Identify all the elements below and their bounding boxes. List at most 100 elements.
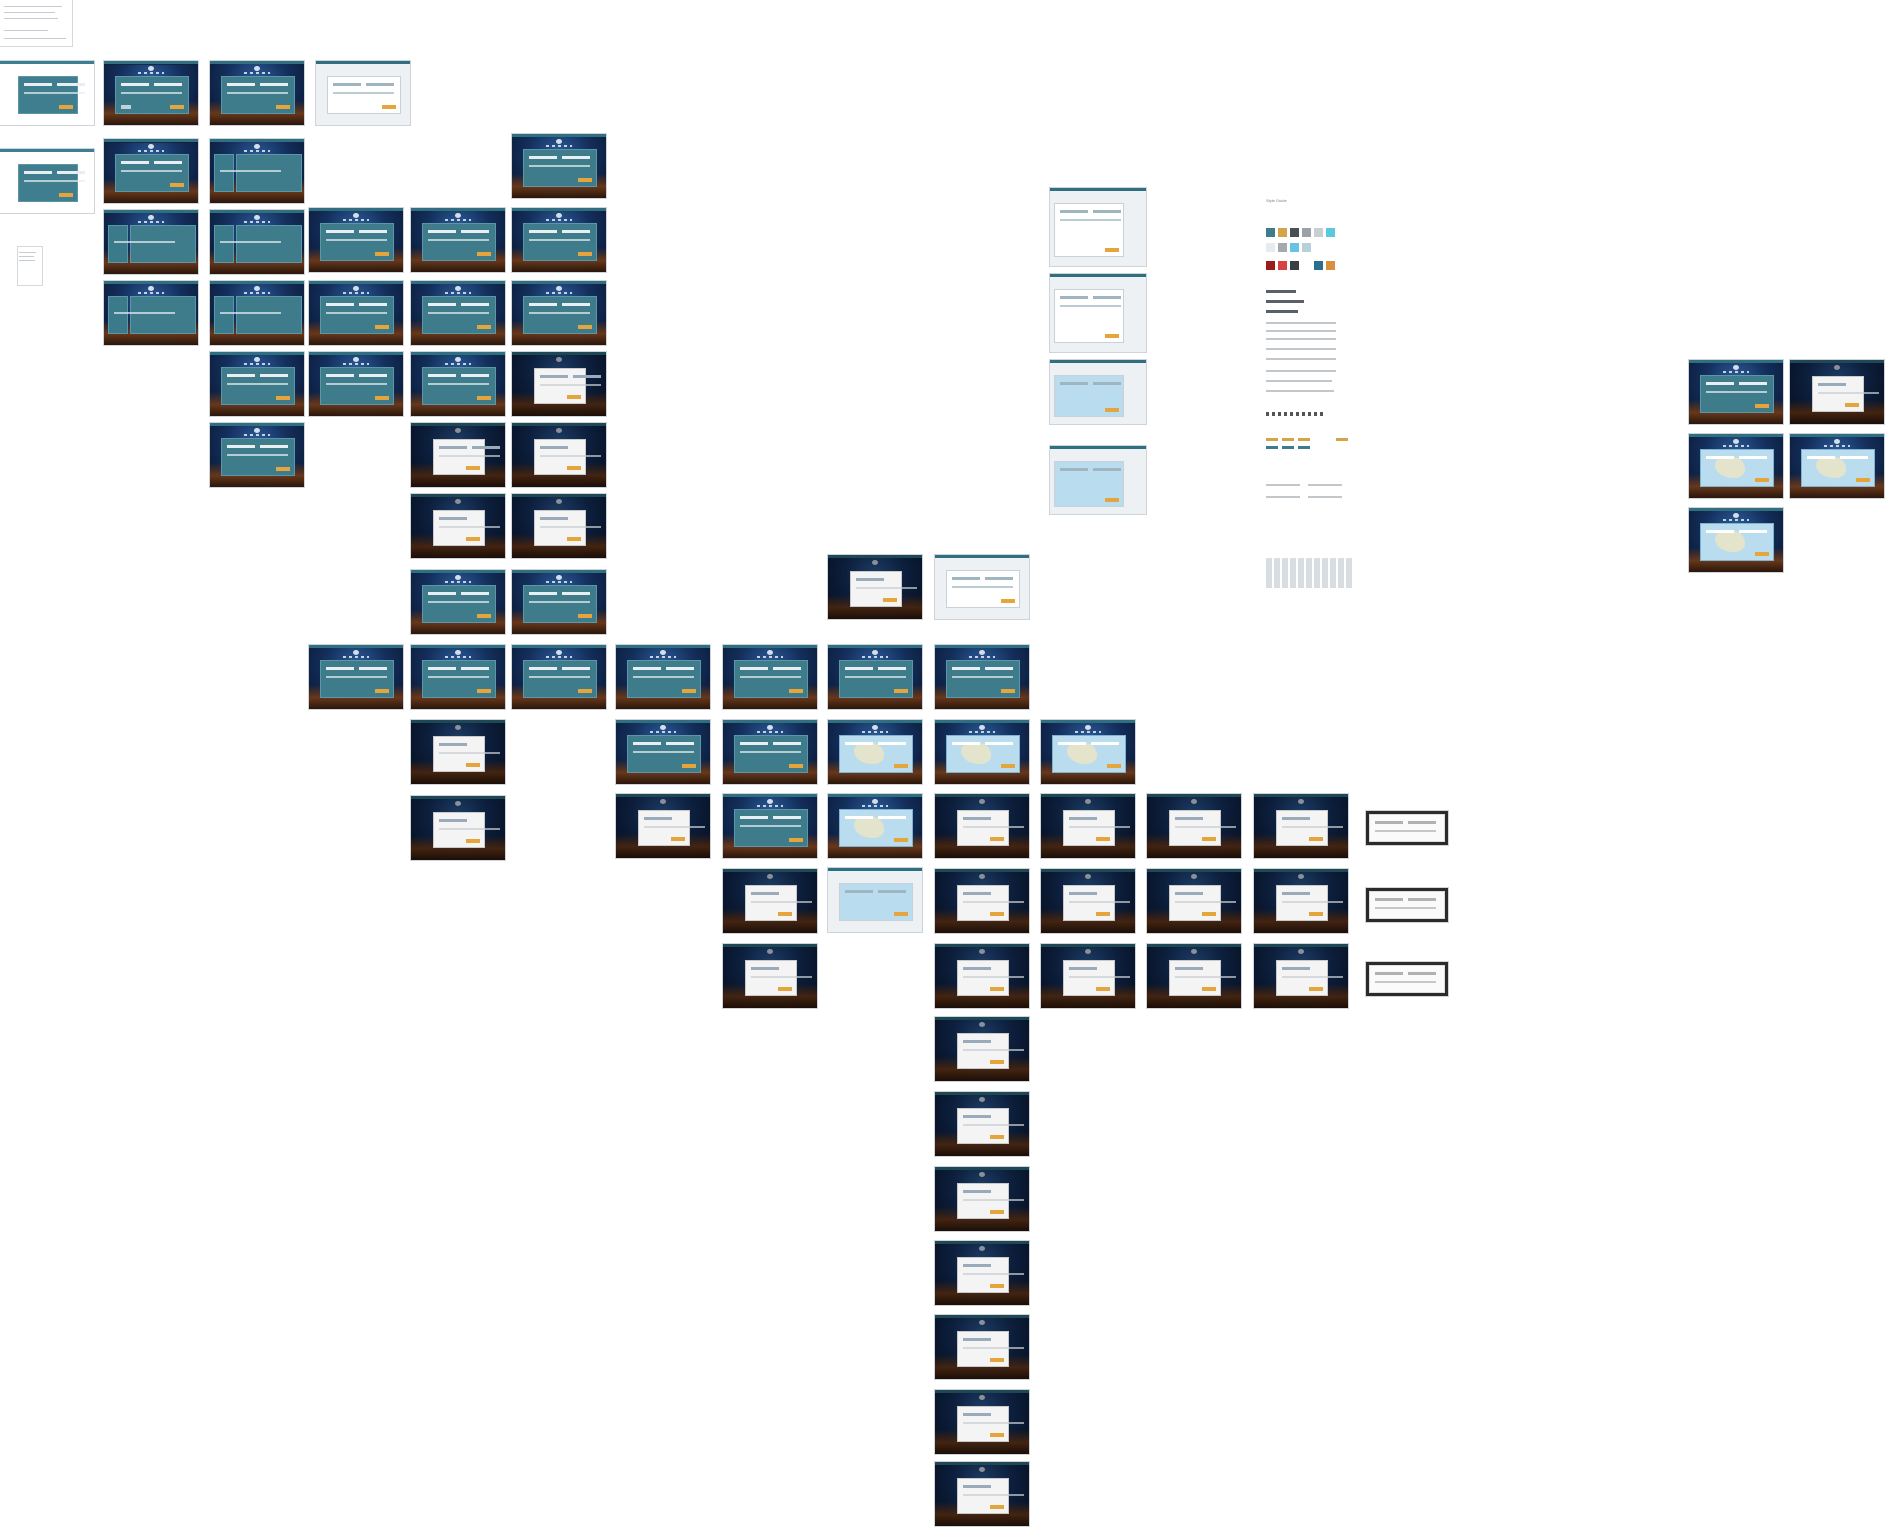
artboard-right-3[interactable] [1689, 434, 1783, 498]
artboard-home-1[interactable] [104, 61, 198, 125]
artboard-map-filter-1[interactable] [828, 555, 922, 619]
artboard-right-5[interactable] [1689, 508, 1783, 572]
swatch-12 [1278, 261, 1287, 270]
artboard-search-2[interactable] [210, 139, 304, 203]
artboard-map-desktop[interactable] [828, 868, 922, 932]
artboard-light-1[interactable] [316, 61, 410, 125]
artboard-dark-panel-1[interactable] [1366, 811, 1448, 845]
swatch-11 [1266, 261, 1275, 270]
artboard-passenger-1[interactable] [512, 208, 606, 272]
wireframe-sketch[interactable] [0, 0, 72, 46]
artboard-itinerary-4[interactable] [935, 869, 1029, 933]
artboard-return-1[interactable] [411, 208, 505, 272]
artboard-search-4[interactable] [210, 281, 304, 345]
artboard-fare-2[interactable] [723, 720, 817, 784]
swatch-1 [1266, 228, 1275, 237]
artboard-sidebar-2[interactable] [104, 281, 198, 345]
artboard-itinerary-3[interactable] [935, 794, 1029, 858]
swatch-9 [1290, 243, 1299, 252]
button-sample-1 [1266, 438, 1278, 441]
artboard-return-3[interactable] [411, 352, 505, 416]
artboard-confirm-3[interactable] [1254, 944, 1348, 1008]
artboard-itinerary-6[interactable] [935, 1017, 1029, 1081]
artboard-itinerary-12[interactable] [935, 1462, 1029, 1526]
artboard-return-5[interactable] [411, 645, 505, 709]
artboard-results-2[interactable] [616, 720, 710, 784]
artboard-summary-2[interactable] [1147, 869, 1241, 933]
artboard-explore-map[interactable] [1041, 720, 1135, 784]
artboard-search-1[interactable] [210, 61, 304, 125]
artboard-map-1[interactable] [828, 645, 922, 709]
artboard-passenger-2[interactable] [512, 281, 606, 345]
artboard-sidebar-1[interactable] [104, 210, 198, 274]
artboard-desktop-4[interactable] [1050, 446, 1146, 514]
artboard-search-3[interactable] [210, 210, 304, 274]
artboard-return-2[interactable] [411, 281, 505, 345]
artboard-fare-1[interactable] [723, 645, 817, 709]
artboard-right-2[interactable] [1790, 360, 1884, 424]
artboard-compare-2[interactable] [1041, 869, 1135, 933]
artboard-flight-3[interactable] [309, 352, 403, 416]
swatch-4 [1302, 228, 1311, 237]
artboard-confirm-1[interactable] [1254, 794, 1348, 858]
artboard-compare-3[interactable] [1041, 944, 1135, 1008]
artboard-right-1[interactable] [1689, 360, 1783, 424]
note-document[interactable] [18, 247, 42, 285]
artboard-confirm-2[interactable] [1254, 869, 1348, 933]
artboard-calendar-2[interactable] [512, 423, 606, 487]
artboard-passenger-3[interactable] [512, 570, 606, 634]
artboard-map-2[interactable] [828, 720, 922, 784]
artboard-wireframe-2[interactable] [0, 149, 94, 213]
artboard-summary-1[interactable] [1147, 794, 1241, 858]
artboard-itinerary-7[interactable] [935, 1092, 1029, 1156]
artboard-itinerary-9[interactable] [935, 1241, 1029, 1305]
artboard-itinerary-10[interactable] [935, 1315, 1029, 1379]
artboard-itinerary-map-1[interactable] [935, 720, 1029, 784]
artboard-right-4[interactable] [1790, 434, 1884, 498]
type-line-1 [1266, 322, 1336, 324]
artboard-search-6[interactable] [210, 423, 304, 487]
artboard-fare-3[interactable] [723, 794, 817, 858]
artboard-results-1[interactable] [616, 645, 710, 709]
artboard-modal-4[interactable] [411, 796, 505, 860]
artboard-modal-3[interactable] [411, 720, 505, 784]
artboard-itinerary-5[interactable] [935, 944, 1029, 1008]
style-guide-panel[interactable]: Style Guide [1266, 198, 1361, 610]
artboard-itinerary-8[interactable] [935, 1167, 1029, 1231]
artboard-passenger-4[interactable] [512, 645, 606, 709]
artboard-dark-panel-3[interactable] [1366, 962, 1448, 996]
artboard-tooltip-1[interactable] [512, 134, 606, 198]
form-line-2 [1308, 484, 1342, 486]
artboard-calendar-1[interactable] [512, 352, 606, 416]
artboard-itinerary-2[interactable] [935, 645, 1029, 709]
artboard-modal-1[interactable] [411, 423, 505, 487]
artboard-wireframe-1[interactable] [0, 61, 94, 125]
artboard-flight-1[interactable] [309, 208, 403, 272]
artboard-itinerary-1[interactable] [935, 555, 1029, 619]
artboard-calendar-3[interactable] [512, 494, 606, 558]
artboard-map-3[interactable] [828, 794, 922, 858]
artboard-fare-5[interactable] [723, 944, 817, 1008]
artboard-dark-panel-2[interactable] [1366, 888, 1448, 922]
artboard-modal-2[interactable] [411, 494, 505, 558]
artboard-return-4[interactable] [411, 570, 505, 634]
artboard-fare-4[interactable] [723, 869, 817, 933]
artboard-desktop-1[interactable] [1050, 188, 1146, 266]
button-sample-6 [1282, 446, 1294, 449]
button-sample-7 [1298, 446, 1310, 449]
artboard-search-5[interactable] [210, 352, 304, 416]
button-sample-2 [1282, 438, 1294, 441]
artboard-flight-2[interactable] [309, 281, 403, 345]
artboard-desktop-2[interactable] [1050, 274, 1146, 352]
swatch-7 [1266, 243, 1275, 252]
artboard-home-2[interactable] [104, 139, 198, 203]
artboard-flight-4[interactable] [309, 645, 403, 709]
artboard-compare-1[interactable] [1041, 794, 1135, 858]
swatch-15 [1326, 261, 1335, 270]
swatch-14 [1314, 261, 1323, 270]
artboard-results-3[interactable] [616, 794, 710, 858]
artboard-itinerary-11[interactable] [935, 1390, 1029, 1454]
artboard-desktop-3[interactable] [1050, 360, 1146, 424]
artboard-summary-3[interactable] [1147, 944, 1241, 1008]
